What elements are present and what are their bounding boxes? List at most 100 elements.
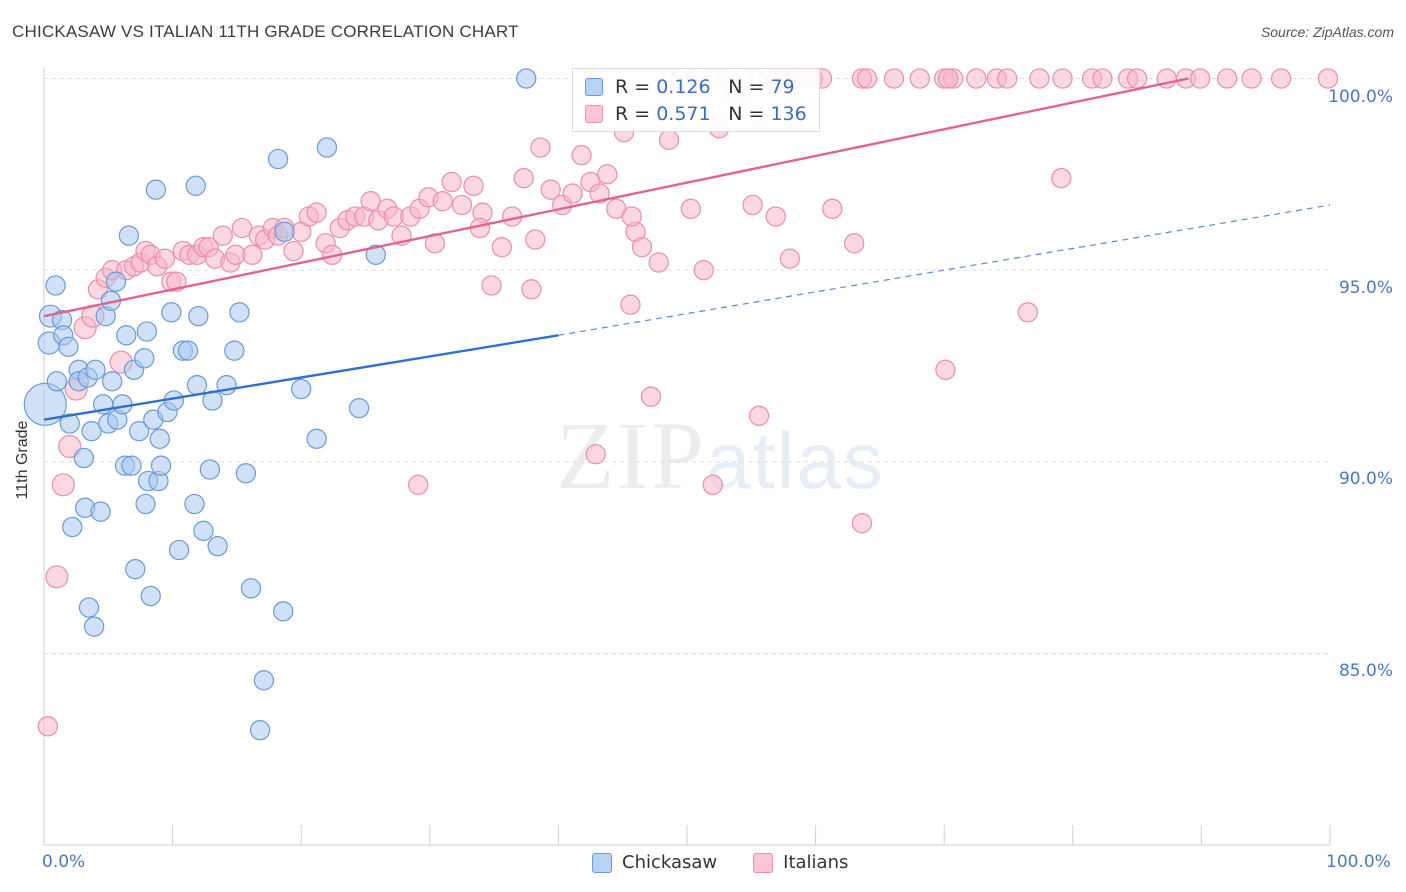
- chickasaw-point-24: [101, 371, 123, 392]
- italians-point-0: [37, 716, 59, 737]
- italians-point-122: [408, 474, 429, 496]
- chickasaw-point-60: [224, 340, 245, 361]
- italians-point-71: [589, 183, 610, 204]
- italians-point-100: [856, 68, 878, 89]
- n-label: N =: [728, 76, 765, 98]
- chickasaw-point-73: [365, 244, 386, 266]
- series-legend: Chickasaw Italians: [592, 852, 884, 873]
- italians-point-64: [521, 279, 542, 300]
- chickasaw-point-18: [85, 359, 106, 381]
- italians-point-117: [1189, 68, 1211, 89]
- chickasaw-point-16: [81, 420, 102, 442]
- chickasaw-point-43: [149, 428, 170, 450]
- watermark-zip: ZIP: [556, 402, 706, 509]
- chickasaw-point-41: [145, 179, 167, 200]
- italians-point-114: [1126, 68, 1148, 89]
- watermark: ZIPatlas: [556, 400, 885, 511]
- italians-point-46: [360, 190, 381, 212]
- chickasaw-point-31: [121, 455, 142, 476]
- italians-point-134: [525, 229, 546, 250]
- chickasaw-point-70: [306, 428, 327, 450]
- italians-point-118: [1216, 68, 1238, 89]
- italians-point-123: [585, 443, 606, 465]
- chickasaw-point-8: [59, 413, 80, 434]
- y-tick-label-90: 90.0%: [1338, 469, 1393, 489]
- stats-row-italians: R = 0.571 N = 136: [585, 101, 807, 127]
- italians-point-129: [779, 248, 801, 269]
- watermark-atlas: atlas: [706, 416, 885, 505]
- chickasaw-point-56: [199, 459, 221, 480]
- chickasaw-point-72: [348, 397, 370, 419]
- italians-point-60: [481, 275, 502, 296]
- chickasaw-point-34: [128, 420, 150, 442]
- italians-point-56: [441, 171, 462, 193]
- italians-point-68: [562, 183, 583, 204]
- italians-r-value: 0.571: [656, 103, 711, 125]
- italians-trend-line: [43, 77, 1189, 318]
- chickasaw-point-46: [161, 302, 182, 323]
- italians-point-125: [851, 512, 873, 534]
- chickasaw-point-55: [193, 520, 214, 542]
- italians-point-109: [1029, 68, 1050, 89]
- chickasaw-r-value: 0.126: [656, 76, 711, 98]
- legend-item-italians[interactable]: Italians: [753, 852, 848, 873]
- chickasaw-point-15: [78, 597, 100, 618]
- italians-point-36: [283, 240, 304, 262]
- chickasaw-point-44: [150, 455, 172, 476]
- italians-point-90: [742, 194, 763, 216]
- italians-point-121: [1317, 68, 1339, 89]
- chickasaw-point-66: [267, 148, 289, 170]
- italians-point-72: [597, 164, 618, 185]
- chickasaw-point-12: [73, 447, 95, 469]
- y-tick-label-100: 100.0%: [1328, 87, 1393, 107]
- italians-point-65: [530, 137, 551, 158]
- italians-n-value: 136: [770, 103, 807, 125]
- italians-point-17: [154, 248, 176, 269]
- italians-point-69: [571, 144, 592, 166]
- chickasaw-point-17: [83, 616, 105, 637]
- y-tick-label-85: 85.0%: [1338, 661, 1393, 681]
- italians-point-119: [1241, 68, 1262, 89]
- italians-point-112: [1092, 68, 1113, 89]
- chickasaw-trend-extension: [558, 204, 1331, 336]
- chickasaw-point-35: [134, 348, 155, 369]
- italians-point-82: [680, 198, 702, 220]
- chickasaw-n-value: 79: [770, 76, 795, 98]
- chickasaw-point-61: [229, 302, 250, 323]
- chickasaw-point-50: [177, 340, 199, 361]
- source-label: Source: ZipAtlas.com: [1260, 24, 1394, 40]
- chickasaw-point-52: [185, 175, 206, 197]
- chickasaw-point-67: [273, 601, 294, 622]
- chickasaw-point-37: [136, 321, 158, 342]
- italians-point-39: [306, 202, 327, 223]
- italians-swatch: [585, 105, 603, 123]
- r-label: R =: [615, 76, 651, 98]
- chickasaw-point-0: [23, 382, 67, 426]
- chickasaw-point-51: [184, 493, 205, 515]
- italians-point-77: [631, 236, 653, 258]
- italians-point-29: [231, 217, 253, 239]
- chickasaw-trend-line: [43, 334, 559, 421]
- chickasaw-point-74: [516, 68, 537, 89]
- italians-point-79: [648, 252, 669, 273]
- chickasaw-point-58: [207, 535, 228, 557]
- chickasaw-point-39: [140, 585, 161, 607]
- italians-point-85: [702, 474, 723, 496]
- chickasaw-point-9: [62, 516, 83, 538]
- italians-point-131: [844, 233, 865, 254]
- italians-point-126: [935, 359, 956, 381]
- n-label: N =: [728, 103, 765, 125]
- italians-point-120: [1270, 68, 1292, 89]
- italians-point-132: [765, 206, 786, 227]
- chickasaw-point-33: [125, 558, 146, 580]
- chickasaw-point-68: [274, 221, 295, 243]
- italians-point-133: [621, 206, 642, 227]
- x-tick-label-0: 0.0%: [42, 852, 86, 872]
- chickasaw-point-64: [249, 719, 271, 741]
- italians-point-61: [491, 236, 512, 258]
- italians-point-1: [45, 565, 69, 589]
- r-label: R =: [615, 103, 651, 125]
- italians-point-105: [937, 68, 959, 89]
- legend-item-chickasaw[interactable]: Chickasaw: [592, 852, 717, 873]
